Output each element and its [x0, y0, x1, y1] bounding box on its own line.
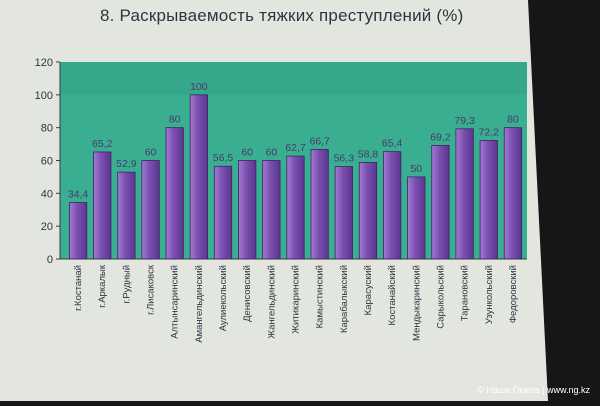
data-label-17: 79,3 — [454, 115, 475, 127]
category-label-17: Тарановский — [460, 265, 471, 321]
category-label-9: Жангельдинский — [266, 265, 277, 339]
data-label-8: 60 — [241, 147, 253, 159]
y-tick-label: 60 — [41, 156, 53, 168]
category-label-11: Камыстинский — [315, 265, 326, 328]
category-label-5: Алтынсаринский — [170, 265, 181, 339]
bar-16 — [431, 144, 450, 260]
data-label-3: 52,9 — [116, 158, 137, 170]
data-label-1: 34,4 — [68, 189, 89, 201]
bar-12 — [334, 166, 353, 260]
bar-2 — [93, 151, 112, 260]
category-label-8: Денисовский — [242, 265, 253, 322]
category-label-14: Костанайский — [387, 265, 398, 325]
y-tick-label: 0 — [47, 254, 53, 266]
data-label-13: 58,8 — [358, 148, 379, 160]
category-label-3: г.Рудный — [121, 265, 132, 304]
category-label-7: Аулиекольский — [218, 265, 229, 331]
data-label-7: 56,5 — [213, 152, 234, 164]
category-label-16: Сарыкольский — [435, 265, 446, 329]
y-tick-label: 120 — [35, 57, 53, 69]
bar-8 — [238, 160, 257, 260]
category-label-4: г.Лисаковск — [146, 264, 157, 315]
data-label-19: 80 — [507, 114, 519, 126]
bar-15 — [407, 176, 426, 260]
category-label-1: г.Костанай — [73, 265, 84, 311]
category-label-6: Амангельдинский — [194, 265, 205, 343]
bar-7 — [213, 165, 233, 260]
bar-6 — [189, 94, 208, 260]
category-label-13: Карасуский — [363, 265, 374, 315]
data-label-10: 62,7 — [285, 142, 306, 154]
bar-3 — [117, 171, 136, 260]
category-label-15: Мендыкаринский — [411, 265, 422, 341]
category-label-19: Федоровский — [508, 265, 519, 323]
bar-10 — [286, 155, 305, 260]
bar-9 — [262, 160, 281, 260]
bar-18 — [479, 140, 498, 260]
data-label-2: 65,2 — [92, 138, 113, 150]
bar-13 — [358, 162, 378, 260]
data-label-9: 60 — [265, 147, 277, 159]
bar-1 — [68, 202, 88, 260]
category-label-2: г.Аркалык — [97, 264, 108, 308]
y-tick-label: 40 — [41, 188, 53, 200]
data-label-14: 65,4 — [382, 138, 403, 150]
bar-19 — [503, 127, 523, 260]
category-label-12: Карабалыкский — [339, 265, 350, 333]
bar-11 — [310, 149, 329, 260]
y-tick-label: 20 — [41, 221, 53, 233]
data-label-4: 60 — [145, 147, 157, 159]
data-label-18: 72,2 — [479, 126, 500, 138]
chart-title: 8. Раскрываемость тяжких преступлений (%… — [100, 6, 464, 25]
bar-14 — [383, 151, 402, 260]
y-tick-label: 80 — [41, 123, 53, 135]
data-label-5: 80 — [169, 114, 181, 126]
bar-17 — [455, 128, 474, 260]
bar-5 — [165, 127, 184, 260]
watermark: © Наша Газета | www.ng.kz — [477, 385, 590, 395]
category-label-18: Узункольский — [484, 265, 495, 324]
data-label-15: 50 — [410, 163, 422, 175]
data-label-16: 69,2 — [430, 131, 451, 143]
data-label-11: 66,7 — [309, 136, 330, 148]
data-label-6: 100 — [190, 81, 208, 93]
category-label-10: Житикаринский — [291, 265, 302, 334]
data-label-12: 56,3 — [334, 153, 355, 165]
bar-4 — [141, 160, 160, 260]
y-tick-label: 100 — [35, 90, 53, 102]
